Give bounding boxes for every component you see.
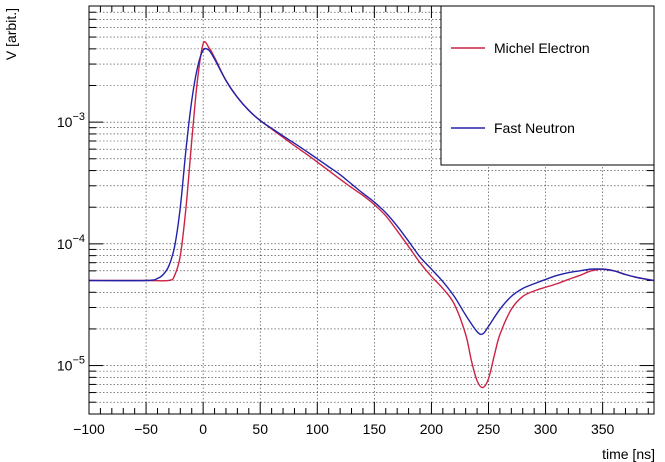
y-tick-label: 10−4 — [57, 233, 85, 252]
series-lines — [88, 41, 655, 389]
series-line-fast-neutron — [88, 47, 655, 336]
x-tick-label: 150 — [363, 421, 387, 437]
y-tick-labels: 10−5 10−4 10−3 — [57, 111, 85, 373]
y-tick-label: 10−5 — [57, 355, 85, 374]
x-tick-label: 50 — [252, 421, 268, 437]
ticks — [88, 6, 654, 415]
plot-frame — [88, 5, 655, 415]
grid — [88, 6, 654, 415]
legend-label-michel-electron: Michel Electron — [494, 40, 590, 56]
x-axis-title: time [ns] — [602, 446, 655, 462]
legend: Michel Electron Fast Neutron — [440, 5, 655, 166]
series-line-michel-electron — [89, 41, 655, 389]
x-tick-label: 250 — [477, 421, 501, 437]
y-axis-title: V [arbit.] — [3, 8, 19, 60]
legend-label-fast-neutron: Fast Neutron — [494, 120, 575, 136]
x-tick-label: −50 — [134, 421, 158, 437]
x-tick-label: 100 — [306, 421, 330, 437]
x-tick-label: 350 — [591, 421, 615, 437]
x-tick-label: 200 — [420, 421, 444, 437]
legend-box — [440, 5, 655, 166]
y-tick-label: 10−3 — [57, 111, 85, 130]
x-tick-label: 0 — [199, 421, 207, 437]
x-tick-labels: −100 −50 0 50 100 150 200 250 300 350 — [73, 421, 614, 437]
x-tick-label: −100 — [73, 421, 105, 437]
x-tick-label: 300 — [534, 421, 558, 437]
